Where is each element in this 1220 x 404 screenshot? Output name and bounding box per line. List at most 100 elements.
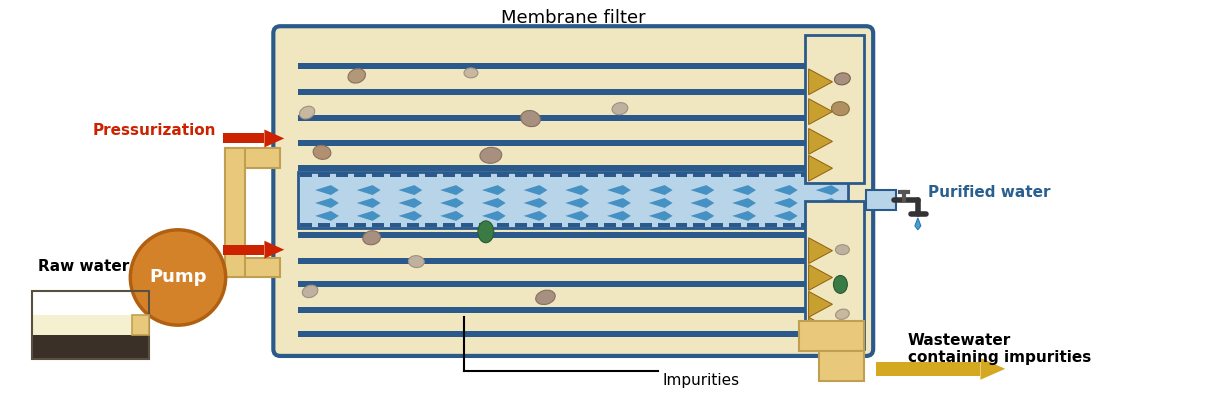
Bar xyxy=(300,173,312,177)
Polygon shape xyxy=(773,185,798,195)
Bar xyxy=(298,165,848,171)
Polygon shape xyxy=(399,185,422,195)
Polygon shape xyxy=(356,185,381,195)
Polygon shape xyxy=(356,211,381,221)
Bar xyxy=(586,173,598,177)
Bar xyxy=(837,223,848,227)
Ellipse shape xyxy=(834,73,850,85)
Bar xyxy=(711,173,723,177)
Polygon shape xyxy=(265,130,284,147)
Bar xyxy=(461,173,473,177)
Bar xyxy=(515,223,527,227)
Text: Impurities: Impurities xyxy=(662,373,739,388)
Bar xyxy=(693,223,705,227)
Bar xyxy=(298,232,848,238)
Polygon shape xyxy=(523,211,548,221)
Ellipse shape xyxy=(479,147,501,163)
Text: Wastewater
containing impurities: Wastewater containing impurities xyxy=(908,333,1091,365)
Polygon shape xyxy=(315,198,339,208)
Polygon shape xyxy=(440,211,464,221)
Bar xyxy=(354,173,366,177)
Bar xyxy=(604,223,616,227)
Bar xyxy=(407,173,420,177)
Bar xyxy=(805,201,864,349)
Polygon shape xyxy=(608,198,631,208)
Ellipse shape xyxy=(833,276,848,293)
Bar xyxy=(389,173,401,177)
Bar xyxy=(298,307,848,313)
Bar xyxy=(783,173,794,177)
Text: Pump: Pump xyxy=(149,269,206,286)
Bar xyxy=(866,190,895,210)
Polygon shape xyxy=(565,198,589,208)
Bar xyxy=(298,141,848,146)
Text: Raw water: Raw water xyxy=(38,259,129,274)
Polygon shape xyxy=(809,291,832,317)
Ellipse shape xyxy=(478,221,494,243)
Bar xyxy=(372,173,383,177)
Polygon shape xyxy=(649,185,672,195)
Ellipse shape xyxy=(303,285,318,298)
Ellipse shape xyxy=(299,106,315,119)
Bar xyxy=(730,223,741,227)
Bar xyxy=(497,223,509,227)
Bar xyxy=(443,173,455,177)
Bar xyxy=(32,335,149,359)
Polygon shape xyxy=(440,185,464,195)
Ellipse shape xyxy=(536,290,555,305)
Ellipse shape xyxy=(612,103,628,115)
Bar xyxy=(132,315,149,335)
Bar xyxy=(819,173,831,177)
Polygon shape xyxy=(482,211,506,221)
Polygon shape xyxy=(399,211,422,221)
Polygon shape xyxy=(732,198,756,208)
Polygon shape xyxy=(315,211,339,221)
Bar xyxy=(300,223,312,227)
Bar xyxy=(747,223,759,227)
Bar xyxy=(515,173,527,177)
Bar xyxy=(730,173,741,177)
Ellipse shape xyxy=(521,110,540,127)
Polygon shape xyxy=(608,211,631,221)
Polygon shape xyxy=(649,198,672,208)
Text: Membrane filter: Membrane filter xyxy=(501,9,645,27)
Polygon shape xyxy=(915,218,921,230)
Bar xyxy=(569,223,581,227)
Circle shape xyxy=(131,230,226,325)
Polygon shape xyxy=(482,198,506,208)
Bar xyxy=(298,282,848,287)
Bar xyxy=(604,173,616,177)
Bar xyxy=(354,223,366,227)
Ellipse shape xyxy=(832,102,849,116)
Bar xyxy=(389,223,401,227)
Ellipse shape xyxy=(836,245,849,255)
Polygon shape xyxy=(440,198,464,208)
Polygon shape xyxy=(565,185,589,195)
Bar xyxy=(658,173,670,177)
Bar xyxy=(805,35,864,183)
Bar xyxy=(223,245,265,255)
Bar xyxy=(479,223,490,227)
Bar xyxy=(426,173,437,177)
Bar xyxy=(32,315,149,359)
Polygon shape xyxy=(981,358,1005,380)
Bar xyxy=(586,223,598,227)
Polygon shape xyxy=(809,265,832,290)
Bar xyxy=(783,223,794,227)
Bar xyxy=(658,223,670,227)
Bar xyxy=(622,223,634,227)
Bar xyxy=(372,223,383,227)
Bar xyxy=(622,173,634,177)
Polygon shape xyxy=(265,241,284,259)
Bar xyxy=(224,258,281,278)
Bar xyxy=(676,173,687,177)
Polygon shape xyxy=(356,198,381,208)
Polygon shape xyxy=(809,155,832,181)
Bar xyxy=(747,173,759,177)
Bar xyxy=(819,223,831,227)
Bar xyxy=(298,63,848,69)
Bar xyxy=(318,173,329,177)
Bar xyxy=(407,223,420,227)
Bar xyxy=(298,331,848,337)
Polygon shape xyxy=(809,317,832,343)
